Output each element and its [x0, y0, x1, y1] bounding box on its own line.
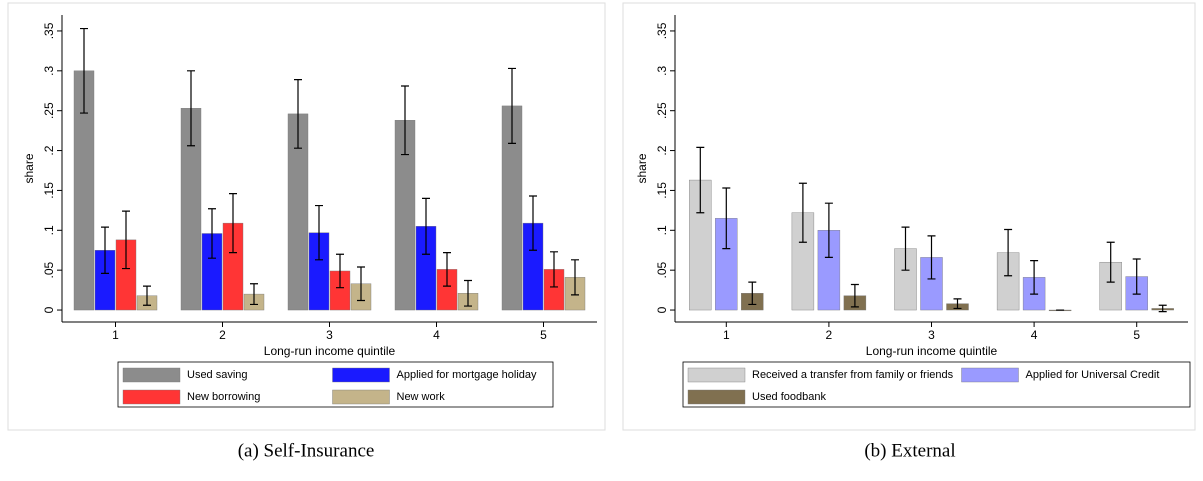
y-tick-label: .1: [42, 225, 56, 235]
y-tick-label: .1: [655, 225, 669, 235]
error-bar: [101, 226, 109, 274]
error-bar: [143, 285, 151, 306]
error-bar: [422, 197, 430, 255]
legend-swatch: [332, 367, 390, 383]
y-tick-label: 0: [655, 306, 669, 313]
legend-label: Used saving: [187, 369, 248, 381]
y-tick-label: .15: [42, 182, 56, 199]
error-bar: [798, 182, 807, 243]
y-tick-label: .25: [42, 102, 56, 119]
error-bar: [722, 187, 731, 250]
legend-label: Applied for Universal Credit: [1026, 369, 1160, 381]
error-bar: [1158, 304, 1167, 313]
y-axis-label: share: [635, 153, 649, 183]
legend-label: New work: [397, 391, 446, 403]
error-bar: [208, 208, 216, 259]
error-bar: [122, 210, 130, 270]
legend-swatch: [122, 367, 181, 383]
y-tick-label: .2: [655, 145, 669, 155]
legend-label: Used foodbank: [752, 391, 826, 403]
error-bar: [1106, 241, 1115, 283]
error-bar: [748, 281, 757, 306]
x-axis-label: Long-run income quintile: [264, 344, 396, 358]
legend-swatch: [961, 367, 1019, 383]
error-bar: [464, 279, 472, 307]
error-bar: [529, 195, 537, 251]
y-tick-label: .35: [42, 22, 56, 39]
caption: (b) External: [864, 440, 955, 461]
x-tick-label: 3: [928, 328, 935, 342]
legend-swatch: [687, 367, 746, 383]
x-tick-label: 1: [112, 328, 119, 342]
y-tick-label: .05: [655, 262, 669, 279]
y-tick-label: .35: [655, 22, 669, 39]
y-tick-label: .05: [42, 262, 56, 279]
error-bar: [571, 259, 579, 296]
x-tick-label: 5: [540, 328, 547, 342]
error-bar: [850, 283, 859, 308]
error-bar: [508, 67, 516, 144]
legend-swatch: [332, 389, 390, 405]
x-tick-label: 3: [326, 328, 333, 342]
error-bar: [229, 193, 237, 254]
error-bar: [187, 70, 195, 147]
legend-label: New borrowing: [187, 391, 260, 403]
y-axis-label: share: [22, 153, 36, 183]
x-tick-label: 4: [1031, 328, 1038, 342]
error-bar: [824, 202, 833, 259]
x-tick-label: 2: [219, 328, 226, 342]
legend-label: Applied for mortgage holiday: [397, 369, 538, 381]
y-tick-label: 0: [42, 306, 56, 313]
legend-swatch: [122, 389, 181, 405]
error-bar: [401, 85, 409, 156]
panel-frame: [622, 2, 1196, 431]
y-tick-label: .15: [655, 182, 669, 199]
y-tick-label: .3: [42, 65, 56, 75]
error-bar: [550, 251, 558, 288]
error-bar: [250, 283, 258, 306]
error-bar: [443, 252, 451, 287]
error-bar: [294, 78, 302, 149]
legend-label: Received a transfer from family or frien…: [752, 369, 954, 381]
error-bar: [315, 204, 323, 261]
x-tick-label: 4: [433, 328, 440, 342]
error-bar: [696, 146, 705, 214]
error-bar: [901, 226, 910, 271]
caption: (a) Self-Insurance: [238, 440, 375, 461]
y-tick-label: .25: [655, 102, 669, 119]
x-tick-label: 5: [1133, 328, 1140, 342]
error-bar: [1030, 260, 1039, 295]
x-tick-label: 2: [826, 328, 833, 342]
legend-box: [682, 361, 1191, 408]
error-bar: [357, 266, 365, 302]
x-tick-label: 1: [723, 328, 730, 342]
error-bar: [1004, 228, 1013, 277]
error-bar: [80, 27, 88, 114]
error-bar: [953, 298, 962, 310]
y-tick-label: .2: [42, 145, 56, 155]
error-bar: [1132, 258, 1141, 295]
x-axis-label: Long-run income quintile: [866, 344, 998, 358]
y-tick-label: .3: [655, 65, 669, 75]
legend-swatch: [687, 389, 746, 405]
error-bar: [927, 235, 936, 280]
error-bar: [336, 253, 344, 289]
